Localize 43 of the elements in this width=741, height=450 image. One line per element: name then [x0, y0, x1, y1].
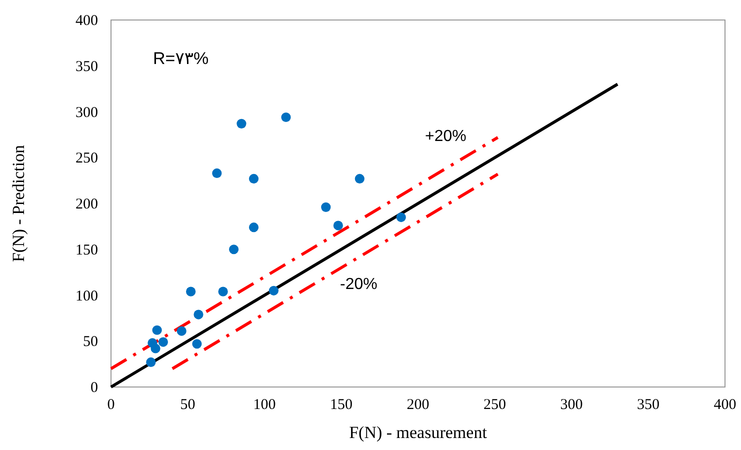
point	[186, 286, 196, 296]
point	[321, 202, 331, 212]
annotation: R=٧٣%	[153, 49, 209, 68]
point	[248, 222, 259, 232]
x-tick-label: 50	[180, 397, 196, 413]
point	[268, 286, 279, 296]
point	[218, 286, 228, 296]
point	[150, 344, 160, 354]
y-tick-label: 100	[76, 288, 98, 304]
y-tick-label: 150	[76, 242, 98, 258]
point	[146, 357, 156, 368]
point	[229, 244, 239, 254]
y-tick-label: 300	[76, 104, 98, 121]
y-tick-label: 400	[76, 13, 98, 29]
point	[354, 174, 364, 184]
point	[248, 174, 259, 184]
y-tick-label: 350	[76, 58, 98, 75]
x-tick-label: 350	[637, 397, 660, 413]
annotation: -20%	[340, 276, 378, 293]
point	[333, 220, 343, 230]
point	[396, 212, 406, 222]
point	[281, 112, 291, 122]
point	[152, 325, 162, 335]
y-tick-label: 200	[76, 196, 98, 212]
point	[192, 339, 202, 349]
x-tick-label: 150	[330, 397, 352, 413]
annotation: +20%	[425, 128, 466, 145]
y-tick-label: 50	[83, 334, 98, 350]
y-axis-title: F(N) - Prediction	[9, 144, 28, 262]
y-tick-label: 250	[76, 150, 98, 167]
x-tick-label: 0	[107, 397, 115, 413]
y-tick-label: 0	[90, 380, 98, 396]
x-tick-label: 250	[484, 397, 506, 413]
point	[236, 118, 246, 128]
x-tick-label: 300	[560, 397, 583, 413]
point	[194, 310, 204, 320]
x-tick-label: 100	[253, 397, 276, 413]
x-tick-label: 200	[406, 397, 430, 413]
point	[158, 337, 168, 347]
point	[176, 326, 186, 336]
point	[212, 168, 222, 178]
x-axis-title: F(N) - measurement	[349, 423, 488, 442]
x-tick-label: 400	[714, 397, 736, 413]
